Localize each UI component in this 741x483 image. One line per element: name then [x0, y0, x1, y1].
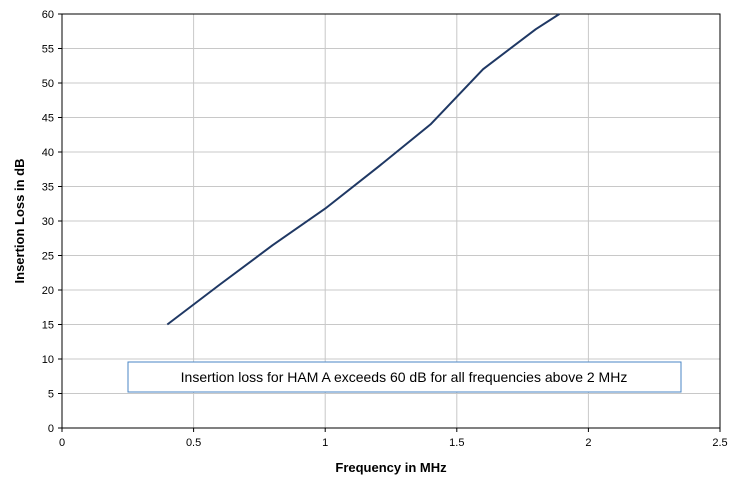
y-tick-label: 20	[42, 285, 54, 297]
grid	[62, 14, 720, 428]
x-tick-label: 2	[585, 437, 591, 449]
y-tick-label: 40	[42, 147, 54, 159]
annotation-text: Insertion loss for HAM A exceeds 60 dB f…	[181, 369, 628, 385]
y-axis-ticks: 0 5 10 15 20 25 30 35 40 45 50 55 60	[42, 9, 62, 435]
y-tick-label: 0	[48, 423, 54, 435]
x-tick-label: 0.5	[186, 437, 201, 449]
x-tick-label: 0	[59, 437, 65, 449]
y-tick-label: 30	[42, 216, 54, 228]
x-axis-ticks: 0 0.5 1 1.5 2 2.5	[59, 428, 728, 449]
y-tick-label: 25	[42, 251, 54, 263]
y-tick-label: 10	[42, 354, 54, 366]
series-layer	[166, 13, 560, 326]
y-tick-label: 15	[42, 320, 54, 332]
x-tick-label: 1.5	[449, 437, 464, 449]
x-axis-title: Frequency in MHz	[335, 460, 447, 475]
y-tick-label: 55	[42, 44, 54, 56]
y-tick-label: 60	[42, 9, 54, 21]
y-tick-label: 50	[42, 78, 54, 90]
annotation: Insertion loss for HAM A exceeds 60 dB f…	[127, 361, 682, 393]
x-tick-label: 1	[322, 437, 328, 449]
y-tick-label: 35	[42, 182, 54, 194]
y-tick-label: 45	[42, 113, 54, 125]
series-line	[166, 13, 560, 326]
y-tick-label: 5	[48, 389, 54, 401]
x-tick-label: 2.5	[712, 437, 727, 449]
y-axis-title: Insertion Loss in dB	[12, 159, 27, 284]
annotation-box	[127, 361, 682, 393]
